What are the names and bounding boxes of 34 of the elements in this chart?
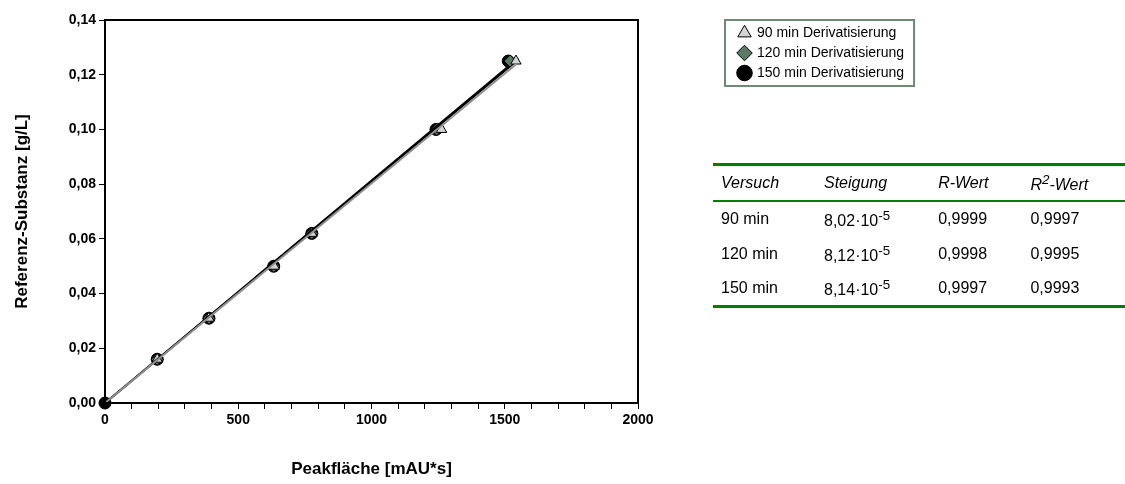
text: 8,14·10$^{-5}$ (823, 276, 892, 301)
text: 0,9997 (937, 278, 989, 299)
y-tick-label: 0,02 (68, 339, 97, 356)
text: R-Wert (937, 173, 990, 194)
legend-label: 150 min Derivatisierung (757, 63, 905, 80)
x-tick-label: 0 (101, 411, 110, 428)
text: 8,02·10$^{-5}$ (823, 207, 892, 232)
y-tick-label: 0,10 (68, 120, 97, 137)
y-tick-label: 0,08 (68, 175, 97, 191)
y-tick-label: 0,14 (68, 10, 97, 27)
text: 120 min (720, 243, 779, 264)
text: Steigung (823, 173, 889, 194)
text: 90 min (720, 209, 771, 230)
text: 150 min (720, 278, 779, 299)
x-tick-label: 500 (226, 411, 251, 428)
y-tick-label: 0,04 (68, 284, 97, 301)
text: 0,9997 (1029, 209, 1081, 230)
text: 0,9999 (937, 209, 989, 230)
legend-label: 90 min Derivatisierung (757, 23, 897, 40)
legend-label: 120 min Derivatisierung (757, 43, 905, 60)
y-tick-label: 0,06 (68, 229, 97, 246)
text: 0,9993 (1029, 278, 1081, 299)
text: 0,9995 (1029, 243, 1081, 264)
x-tick-label: 2000 (622, 411, 654, 428)
y-axis-title: Referenz-Substanz [g/L] (11, 114, 31, 309)
text: 0,9998 (937, 243, 989, 264)
text: R$^{2}$-Wert (1029, 171, 1090, 196)
y-tick-label: 0,12 (68, 65, 97, 82)
text: Versuch (720, 173, 781, 194)
y-tick-label: 0,00 (68, 393, 97, 410)
x-axis-title: Peakfläche [mAU*s] (291, 459, 452, 479)
x-tick-label: 1500 (489, 411, 521, 428)
x-tick-label: 1000 (355, 411, 388, 428)
text: 8,12·10$^{-5}$ (823, 241, 892, 266)
